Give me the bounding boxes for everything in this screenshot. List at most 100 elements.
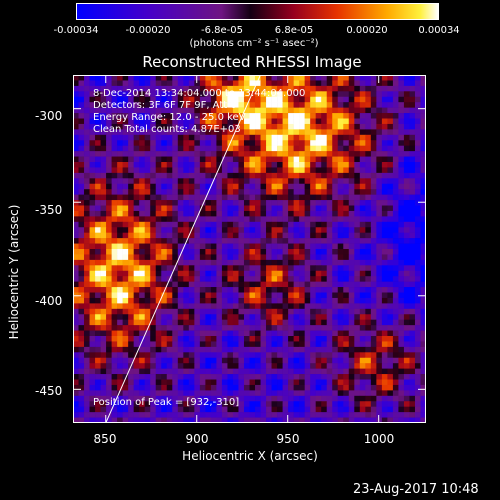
heatmap-cell xyxy=(277,200,283,206)
heatmap-cell xyxy=(172,270,179,277)
heatmap-cell xyxy=(370,336,377,342)
heatmap-cell xyxy=(172,330,179,337)
heatmap-cell xyxy=(161,167,168,174)
heatmap-cell xyxy=(260,167,267,174)
heatmap-cell xyxy=(392,183,399,190)
heatmap-cell xyxy=(354,129,361,136)
heatmap-cell xyxy=(337,292,344,299)
heatmap-cell xyxy=(139,254,146,261)
heatmap-cell xyxy=(420,140,426,146)
heatmap-cell xyxy=(166,205,173,212)
heatmap-cell xyxy=(117,336,123,342)
heatmap-cell xyxy=(210,216,217,223)
heatmap-cell xyxy=(332,292,339,299)
heatmap-cell xyxy=(227,221,234,228)
heatmap-cell xyxy=(139,276,146,282)
heatmap-cell xyxy=(210,341,217,348)
heatmap-cell xyxy=(210,210,217,217)
heatmap-cell xyxy=(381,200,388,206)
heatmap-cell xyxy=(227,167,234,174)
heatmap-cell xyxy=(84,123,90,130)
heatmap-cell xyxy=(266,205,272,212)
heatmap-cell xyxy=(199,96,206,103)
heatmap-cell xyxy=(414,384,421,391)
heatmap-cell xyxy=(89,123,96,130)
heatmap-cell xyxy=(321,314,328,320)
heatmap-cell xyxy=(288,374,294,380)
heatmap-cell xyxy=(332,281,339,288)
heatmap-cell xyxy=(359,287,366,293)
heatmap-cell xyxy=(238,374,245,380)
heatmap-cell xyxy=(271,270,278,277)
heatmap-cell xyxy=(332,336,339,342)
heatmap-cell xyxy=(194,118,201,125)
heatmap-cell xyxy=(84,183,90,190)
heatmap-cell xyxy=(398,96,405,103)
heatmap-cell xyxy=(238,238,245,244)
heatmap-cell xyxy=(271,390,278,397)
heatmap-cell xyxy=(420,129,426,136)
heatmap-cell xyxy=(299,406,305,413)
heatmap-cell xyxy=(100,265,107,272)
heatmap-cell xyxy=(387,151,394,157)
heatmap-cell xyxy=(128,297,134,304)
heatmap-cell xyxy=(188,297,195,304)
heatmap-cell xyxy=(255,281,261,288)
heatmap-cell xyxy=(365,172,372,179)
heatmap-cell xyxy=(216,352,223,359)
heatmap-cell xyxy=(293,96,300,103)
heatmap-cell xyxy=(249,113,256,119)
heatmap-cell xyxy=(122,319,129,326)
heatmap-cell xyxy=(348,357,355,364)
heatmap-cell xyxy=(277,75,283,81)
heatmap-cell xyxy=(194,265,201,272)
heatmap-cell xyxy=(122,287,129,293)
heatmap-cell xyxy=(84,113,90,119)
heatmap-cell xyxy=(106,134,112,141)
heatmap-cell xyxy=(266,249,272,255)
heatmap-cell xyxy=(161,374,168,380)
heatmap-cell xyxy=(210,75,217,81)
heatmap-cell xyxy=(177,352,184,359)
heatmap-cell xyxy=(150,401,157,407)
heatmap-cell xyxy=(326,162,333,168)
heatmap-cell xyxy=(139,319,146,326)
heatmap-cell xyxy=(73,200,79,206)
heatmap-cell xyxy=(111,183,118,190)
heatmap-cell xyxy=(100,189,107,195)
heatmap-cell xyxy=(133,292,140,299)
heatmap-cell xyxy=(144,292,151,299)
heatmap-cell xyxy=(348,102,355,108)
heatmap-cell xyxy=(73,85,79,92)
heatmap-cell xyxy=(299,325,305,331)
heatmap-cell xyxy=(304,314,311,320)
heatmap-cell xyxy=(255,172,261,179)
heatmap-cell xyxy=(73,80,79,87)
heatmap-cell xyxy=(354,270,361,277)
heatmap-cell xyxy=(221,292,228,299)
heatmap-cell xyxy=(260,368,267,375)
heatmap-cell xyxy=(221,123,228,130)
heatmap-cell xyxy=(321,118,328,125)
heatmap-cell xyxy=(177,162,184,168)
heatmap-cell xyxy=(370,292,377,299)
heatmap-cell xyxy=(409,368,416,375)
heatmap-cell xyxy=(89,281,96,288)
heatmap-cell xyxy=(387,254,394,261)
heatmap-cell xyxy=(277,167,283,174)
heatmap-cell xyxy=(420,254,426,261)
heatmap-cell xyxy=(117,96,123,103)
heatmap-cell xyxy=(376,297,383,304)
heatmap-cell xyxy=(183,216,190,223)
heatmap-cell xyxy=(150,363,157,369)
heatmap-cell xyxy=(381,319,388,326)
heatmap-cell xyxy=(155,172,162,179)
x-tick-label: 1000 xyxy=(363,432,395,446)
heatmap-cell xyxy=(150,303,157,310)
heatmap-cell xyxy=(106,276,112,282)
heatmap-cell xyxy=(277,189,283,195)
heatmap-cell xyxy=(249,265,256,272)
heatmap-cell xyxy=(403,151,410,157)
heatmap-cell xyxy=(315,205,322,212)
heatmap-cell xyxy=(354,210,361,217)
